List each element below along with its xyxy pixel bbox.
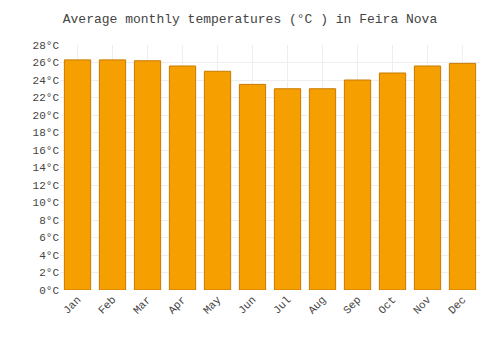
svg-text:8°C: 8°C [39, 215, 59, 227]
svg-text:Nov: Nov [411, 294, 434, 317]
svg-text:Apr: Apr [166, 294, 188, 316]
svg-text:14°C: 14°C [33, 162, 60, 174]
svg-text:Average monthly temperatures (: Average monthly temperatures (°C ) in Fe… [63, 12, 438, 27]
svg-text:2°C: 2°C [39, 267, 59, 279]
svg-text:Oct: Oct [376, 294, 398, 316]
svg-text:Feb: Feb [96, 294, 118, 316]
svg-text:Sep: Sep [341, 294, 363, 316]
svg-text:28°C: 28°C [33, 40, 60, 52]
svg-text:20°C: 20°C [33, 110, 60, 122]
svg-text:16°C: 16°C [33, 145, 60, 157]
svg-text:Jan: Jan [61, 294, 83, 316]
svg-text:12°C: 12°C [33, 180, 60, 192]
svg-text:Aug: Aug [306, 294, 328, 316]
svg-text:10°C: 10°C [33, 197, 60, 209]
svg-text:18°C: 18°C [33, 127, 60, 139]
svg-text:22°C: 22°C [33, 92, 60, 104]
svg-text:Jun: Jun [236, 294, 258, 316]
svg-text:4°C: 4°C [39, 250, 59, 262]
svg-text:May: May [201, 294, 224, 317]
svg-text:6°C: 6°C [39, 232, 59, 244]
svg-text:26°C: 26°C [33, 57, 60, 69]
svg-text:Mar: Mar [131, 294, 153, 316]
svg-text:24°C: 24°C [33, 75, 60, 87]
svg-text:Dec: Dec [446, 294, 468, 316]
svg-text:Jul: Jul [271, 294, 293, 316]
svg-text:0°C: 0°C [39, 285, 59, 297]
